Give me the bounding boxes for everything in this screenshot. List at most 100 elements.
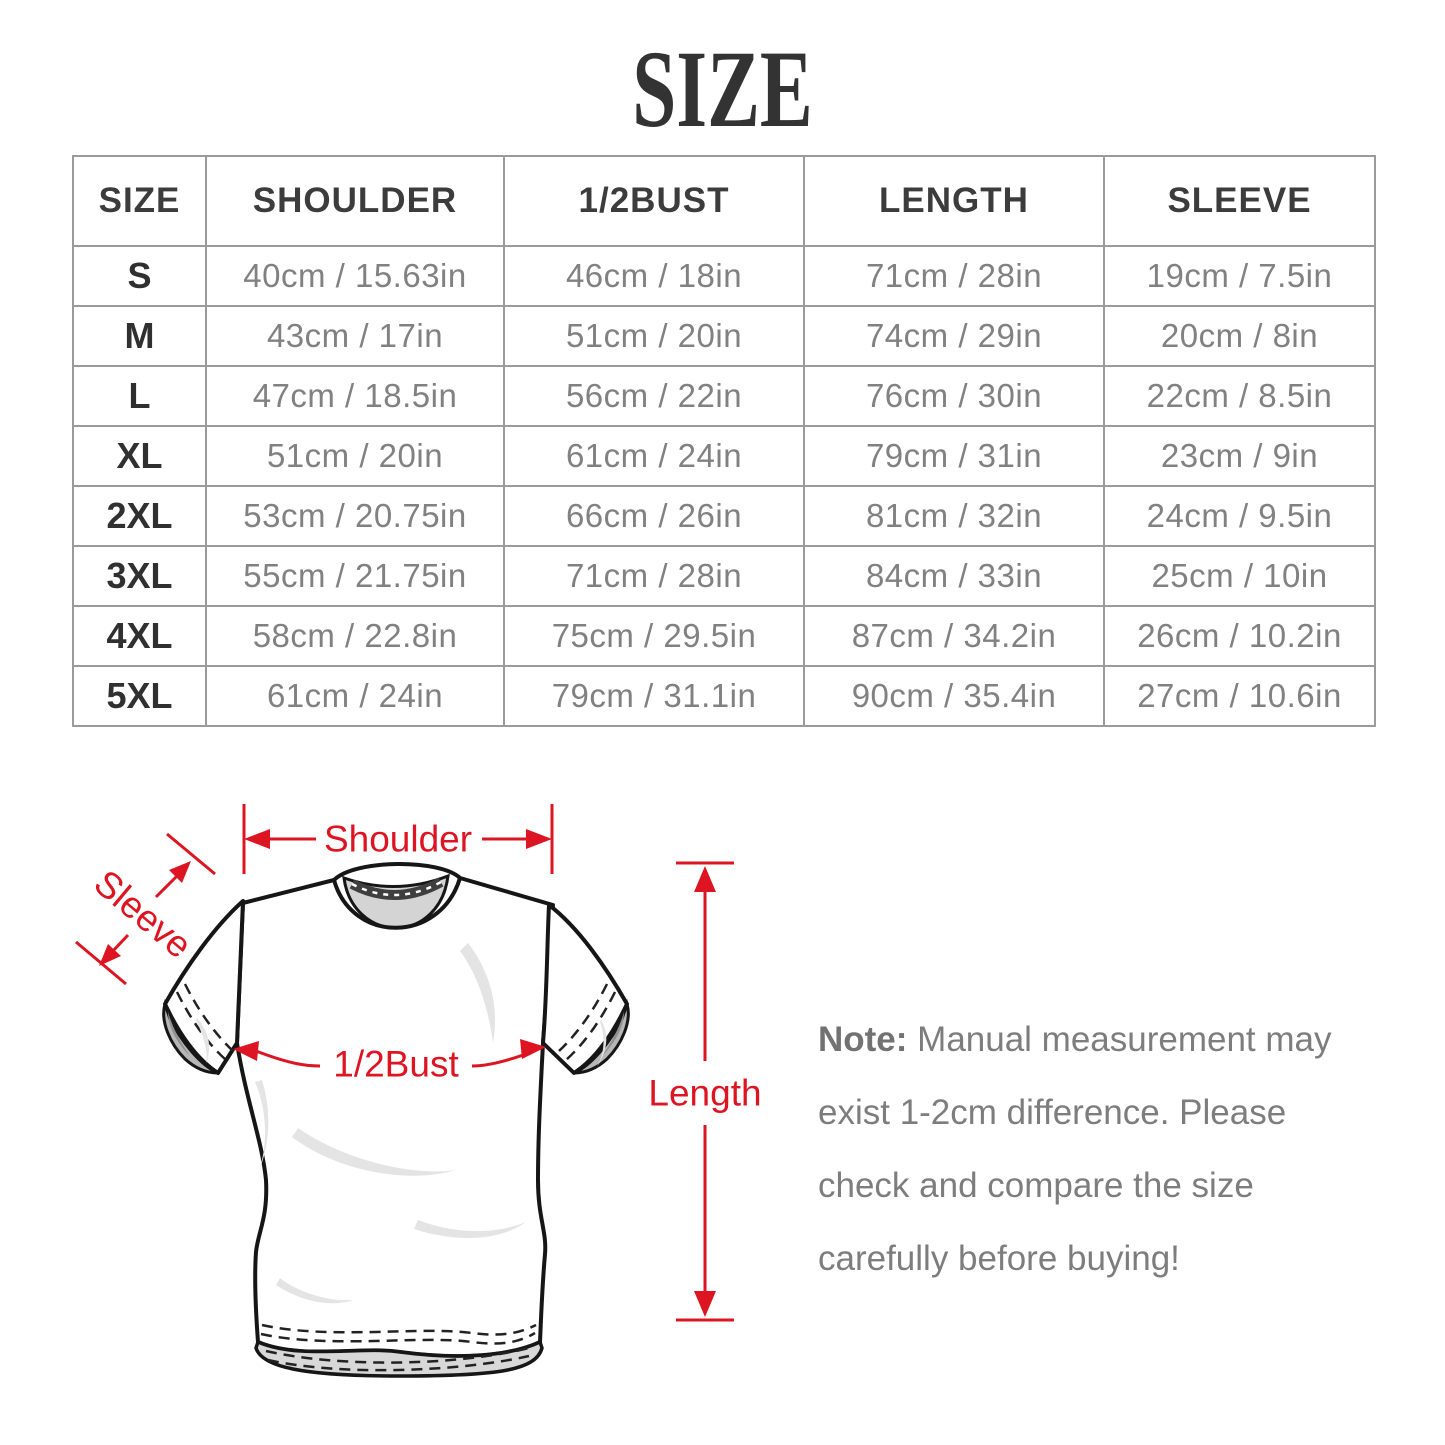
table-row: 2XL 53cm / 20.75in 66cm / 26in 81cm / 32in 2… — [72, 485, 1376, 547]
value-cell: 43cm / 17in — [205, 305, 505, 367]
value-cell: 61cm / 24in — [205, 665, 505, 727]
value-cell: 56cm / 22in — [503, 365, 805, 427]
value-cell: 46cm / 18in — [503, 245, 805, 307]
value-cell: 51cm / 20in — [205, 425, 505, 487]
wrinkle-left-side — [255, 1080, 269, 1176]
size-cell: 4XL — [72, 605, 207, 667]
table-row: 5XL 61cm / 24in 79cm / 31.1in 90cm / 35.4in… — [72, 665, 1376, 727]
bust-measure: 1/2Bust — [233, 1039, 546, 1085]
size-table: SIZE SHOULDER 1/2BUST LENGTH SLEEVE S 40cm / … — [72, 155, 1376, 727]
length-label: Length — [648, 1073, 761, 1114]
table-row: S 40cm / 15.63in 46cm / 18in 71cm / 28in 19c… — [72, 245, 1376, 307]
value-cell: 66cm / 26in — [503, 485, 805, 547]
value-cell: 51cm / 20in — [503, 305, 805, 367]
left-cuff-stitch-1 — [175, 991, 227, 1061]
sleeve-arrowhead-upper — [169, 861, 191, 883]
hem-stitch-upper-2 — [260, 1331, 536, 1345]
column-header: SIZE — [72, 155, 207, 247]
length-measure: Length — [648, 861, 762, 1322]
value-cell: 79cm / 31in — [803, 425, 1105, 487]
left-cuff-stitch-2 — [183, 983, 234, 1052]
column-header: LENGTH — [803, 155, 1105, 247]
size-cell: 5XL — [72, 665, 207, 727]
value-cell: 61cm / 24in — [503, 425, 805, 487]
shoulder-arrowhead-right — [526, 829, 552, 849]
value-cell: 25cm / 10in — [1103, 545, 1376, 607]
value-cell: 23cm / 9in — [1103, 425, 1376, 487]
value-cell: 58cm / 22.8in — [205, 605, 505, 667]
size-cell: M — [72, 305, 207, 367]
value-cell: 40cm / 15.63in — [205, 245, 505, 307]
value-cell: 84cm / 33in — [803, 545, 1105, 607]
length-arrowhead-down — [694, 1291, 716, 1317]
value-cell: 53cm / 20.75in — [205, 485, 505, 547]
value-cell: 27cm / 10.6in — [1103, 665, 1376, 727]
table-row: M 43cm / 17in 51cm / 20in 74cm / 29in 20cm /… — [72, 305, 1376, 367]
value-cell: 75cm / 29.5in — [503, 605, 805, 667]
value-cell: 79cm / 31.1in — [503, 665, 805, 727]
value-cell: 87cm / 34.2in — [803, 605, 1105, 667]
right-cuff-stitch-1 — [565, 991, 617, 1061]
shoulder-arrowhead-left — [244, 829, 270, 849]
wrinkle-center — [292, 1128, 456, 1176]
column-header: 1/2BUST — [503, 155, 805, 247]
collar-stitch-dashes — [351, 880, 442, 897]
wrinkle-right-sleeve — [597, 1020, 607, 1067]
size-cell: 2XL — [72, 485, 207, 547]
value-cell: 74cm / 29in — [803, 305, 1105, 367]
column-header: SLEEVE — [1103, 155, 1376, 247]
right-cuff-stitch-2 — [558, 983, 609, 1052]
size-cell: L — [72, 365, 207, 427]
right-sleeve — [541, 903, 629, 1075]
sleeve-arrowhead-lower — [99, 944, 121, 966]
value-cell: 76cm / 30in — [803, 365, 1105, 427]
page-title: SIZE — [632, 28, 813, 150]
value-cell: 55cm / 21.75in — [205, 545, 505, 607]
bust-label: 1/2Bust — [333, 1044, 459, 1085]
hem-stitch-band-2 — [267, 1354, 530, 1372]
bust-arrowhead-right — [520, 1039, 546, 1059]
size-cell: XL — [72, 425, 207, 487]
size-cell: 3XL — [72, 545, 207, 607]
value-cell: 26cm / 10.2in — [1103, 605, 1376, 667]
value-cell: 20cm / 8in — [1103, 305, 1376, 367]
value-cell: 24cm / 9.5in — [1103, 485, 1376, 547]
table-row: XL 51cm / 20in 61cm / 24in 79cm / 31in 23cm … — [72, 425, 1376, 487]
length-arrowhead-up — [694, 866, 716, 892]
value-cell: 47cm / 18.5in — [205, 365, 505, 427]
note-body: Manual measurement may exist 1-2cm diffe… — [818, 1020, 1332, 1278]
sleeve-tick-upper — [166, 832, 216, 876]
table-row: L 47cm / 18.5in 56cm / 22in 76cm / 30in 22cm… — [72, 365, 1376, 427]
table-body: S 40cm / 15.63in 46cm / 18in 71cm / 28in 19c… — [72, 245, 1376, 727]
wrinkle-lower-left — [276, 1278, 354, 1304]
value-cell: 22cm / 8.5in — [1103, 365, 1376, 427]
wrinkle-right-chest — [460, 943, 496, 1043]
sleeve-arrow-line-lower — [110, 933, 130, 954]
shoulder-label: Shoulder — [324, 819, 472, 860]
value-cell: 81cm / 32in — [803, 485, 1105, 547]
value-cell: 71cm / 28in — [503, 545, 805, 607]
value-cell: 90cm / 35.4in — [803, 665, 1105, 727]
table-header: SIZE SHOULDER 1/2BUST LENGTH SLEEVE — [72, 155, 1376, 247]
tshirt-measurement-diagram: Shoulder Sleeve 1/2Bust Lengt — [75, 804, 762, 1378]
note-prefix: Note: — [818, 1020, 908, 1059]
wrinkle-lower-right — [414, 1220, 526, 1238]
note-text: Note: Manual measurement may exist 1-2cm… — [818, 1003, 1383, 1295]
collar-band-edge — [332, 876, 462, 930]
wrinkle-left-sleeve — [196, 1018, 210, 1063]
table-row: 3XL 55cm / 21.75in 71cm / 28in 84cm / 33in 2… — [72, 545, 1376, 607]
shoulder-measure: Shoulder — [242, 804, 554, 874]
column-header: SHOULDER — [205, 155, 505, 247]
hem-stitch-upper-1 — [261, 1323, 537, 1336]
left-cuff-opening — [162, 998, 219, 1075]
left-sleeve — [163, 899, 245, 1075]
bust-arrowhead-left — [233, 1041, 259, 1061]
sleeve-arrow-line-upper — [154, 873, 180, 899]
value-cell: 71cm / 28in — [803, 245, 1105, 307]
tshirt-drawing — [162, 862, 630, 1378]
value-cell: 19cm / 7.5in — [1103, 245, 1376, 307]
bust-arrow-line-left — [255, 1049, 321, 1068]
size-cell: S — [72, 245, 207, 307]
sleeve-tick-lower — [75, 940, 127, 986]
